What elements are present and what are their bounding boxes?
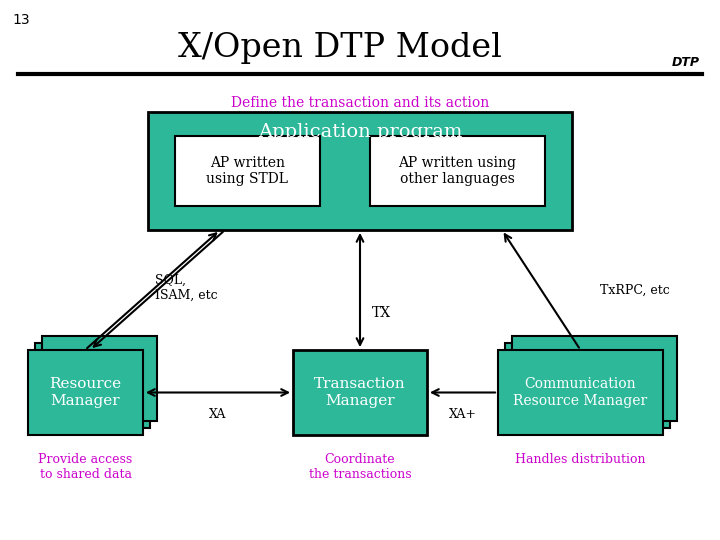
Text: XA+: XA+ <box>449 408 477 421</box>
Bar <box>505 343 670 428</box>
Text: TX: TX <box>372 306 391 320</box>
Text: X/Open DTP Model: X/Open DTP Model <box>178 32 502 64</box>
Text: AP written
using STDL: AP written using STDL <box>207 156 289 186</box>
Bar <box>175 136 320 206</box>
Text: SQL,
ISAM, etc: SQL, ISAM, etc <box>155 274 217 302</box>
Text: Communication
Resource Manager: Communication Resource Manager <box>513 377 647 408</box>
Bar <box>370 136 545 206</box>
Bar <box>42 336 157 421</box>
Text: Transaction
Manager: Transaction Manager <box>314 377 406 408</box>
Bar <box>498 350 663 435</box>
Text: DTP: DTP <box>672 56 700 69</box>
Bar <box>148 112 572 230</box>
Text: XA: XA <box>210 408 227 421</box>
Text: Define the transaction and its action: Define the transaction and its action <box>231 96 489 110</box>
Bar <box>28 350 143 435</box>
Bar <box>293 350 427 435</box>
Bar <box>512 336 677 421</box>
Text: TxRPC, etc: TxRPC, etc <box>600 284 670 296</box>
Text: Provide access
to shared data: Provide access to shared data <box>38 453 132 481</box>
Text: Coordinate
the transactions: Coordinate the transactions <box>309 453 411 481</box>
Text: AP written using
other languages: AP written using other languages <box>398 156 516 186</box>
Bar <box>35 343 150 428</box>
Text: Resource
Manager: Resource Manager <box>50 377 122 408</box>
Text: Application program: Application program <box>258 123 462 141</box>
Text: 13: 13 <box>12 13 30 27</box>
Text: Handles distribution: Handles distribution <box>516 453 646 466</box>
